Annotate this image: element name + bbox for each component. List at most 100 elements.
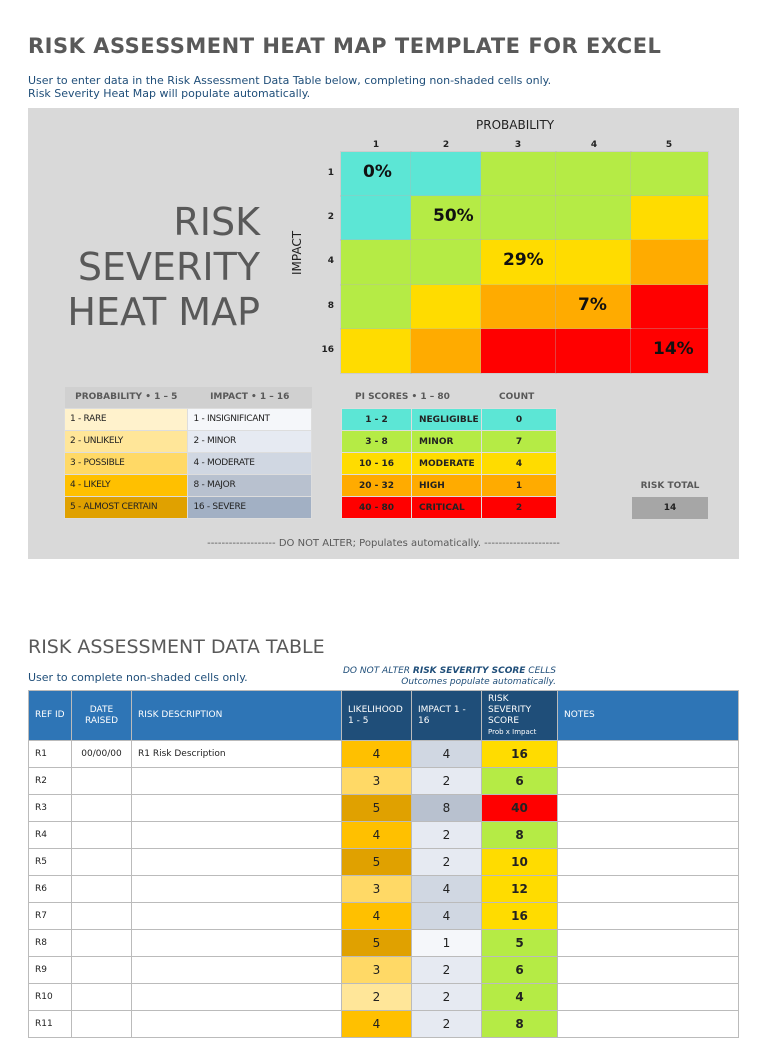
score-header-sub: Prob x Impact — [488, 727, 537, 736]
notes-cell[interactable] — [557, 1010, 739, 1038]
risk-description-cell[interactable] — [131, 983, 342, 1011]
impact-cell[interactable]: 4 — [411, 740, 482, 768]
probability-level: 1 - RARE — [63, 407, 189, 431]
notes-cell[interactable] — [557, 740, 739, 768]
heat-map-cell-minor — [555, 151, 632, 197]
impact-cell[interactable]: 2 — [411, 956, 482, 984]
heat-map-cell-high: 7% — [555, 284, 632, 330]
impact-cell[interactable]: 4 — [411, 902, 482, 930]
date-raised-cell[interactable] — [71, 848, 132, 876]
ref-id-cell[interactable]: R3 — [28, 794, 72, 822]
dna-bold: RISK SEVERITY SCORE — [412, 666, 526, 676]
likelihood-cell[interactable]: 3 — [341, 767, 412, 795]
risk-description-cell[interactable] — [131, 929, 342, 957]
data-table-note: User to complete non-shaded cells only. — [28, 671, 248, 684]
impact-cell[interactable]: 2 — [411, 1010, 482, 1038]
ref-id-cell[interactable]: R10 — [28, 983, 72, 1011]
notes-cell[interactable] — [557, 875, 739, 903]
ref-id-cell[interactable]: R11 — [28, 1010, 72, 1038]
impact-level: 16 - SEVERE — [187, 495, 312, 519]
notes-cell[interactable] — [557, 821, 739, 849]
likelihood-cell[interactable]: 2 — [341, 983, 412, 1011]
date-raised-cell[interactable] — [71, 902, 132, 930]
likelihood-cell[interactable]: 4 — [341, 740, 412, 768]
risk-description-cell[interactable] — [131, 902, 342, 930]
risk-description-cell[interactable] — [131, 1010, 342, 1038]
heat-map-cell-minor — [340, 239, 412, 286]
intro-line-1: User to enter data in the Risk Assessmen… — [28, 74, 552, 87]
header-notes: NOTES — [557, 690, 739, 741]
ref-id-cell[interactable]: R7 — [28, 902, 72, 930]
date-raised-cell[interactable] — [71, 794, 132, 822]
impact-axis-label: IMPACT — [290, 230, 304, 275]
probability-tick: 2 — [442, 140, 450, 150]
intro-line-2: Risk Severity Heat Map will populate aut… — [28, 87, 311, 100]
impact-cell[interactable]: 4 — [411, 875, 482, 903]
likelihood-cell[interactable]: 4 — [341, 902, 412, 930]
ref-id-cell[interactable]: R8 — [28, 929, 72, 957]
impact-cell[interactable]: 1 — [411, 929, 482, 957]
date-raised-cell[interactable] — [71, 956, 132, 984]
likelihood-cell[interactable]: 5 — [341, 929, 412, 957]
date-raised-cell[interactable] — [71, 929, 132, 957]
table-row: R7 4 4 16 — [28, 902, 739, 930]
ref-id-cell[interactable]: R4 — [28, 821, 72, 849]
risk-total-label: RISK TOTAL — [640, 481, 700, 491]
risk-description-cell[interactable] — [131, 848, 342, 876]
date-raised-cell[interactable] — [71, 1010, 132, 1038]
notes-cell[interactable] — [557, 956, 739, 984]
risk-severity-score-cell: 16 — [481, 740, 558, 768]
date-raised-cell[interactable] — [71, 821, 132, 849]
heat-map-cell-high — [480, 284, 557, 330]
likelihood-cell[interactable]: 3 — [341, 875, 412, 903]
table-row: R9 3 2 6 — [28, 956, 739, 984]
probability-axis-label: PROBABILITY — [476, 118, 555, 132]
notes-cell[interactable] — [557, 767, 739, 795]
probability-level: 4 - LIKELY — [63, 473, 189, 497]
ref-id-cell[interactable]: R9 — [28, 956, 72, 984]
notes-cell[interactable] — [557, 929, 739, 957]
probability-level: 2 - UNLIKELY — [63, 429, 189, 453]
risk-severity-score-cell: 8 — [481, 1010, 558, 1038]
heat-map-percentage: 29% — [503, 250, 544, 270]
impact-cell[interactable]: 8 — [411, 794, 482, 822]
heat-map-cell-critical — [480, 328, 557, 374]
risk-description-cell[interactable] — [131, 767, 342, 795]
impact-cell[interactable]: 2 — [411, 848, 482, 876]
heat-map-cell-moderate — [630, 195, 709, 241]
date-raised-cell[interactable] — [71, 875, 132, 903]
risk-description-cell[interactable] — [131, 821, 342, 849]
impact-cell[interactable]: 2 — [411, 821, 482, 849]
page-title: RISK ASSESSMENT HEAT MAP TEMPLATE FOR EX… — [28, 34, 662, 58]
heat-map-cell-negligible — [340, 195, 412, 241]
risk-description-cell[interactable]: R1 Risk Description — [131, 740, 342, 768]
likelihood-cell[interactable]: 3 — [341, 956, 412, 984]
legend-row: 5 - ALMOST CERTAIN 16 - SEVERE — [63, 495, 312, 519]
heat-map-cell-high — [630, 239, 709, 286]
heat-map-cell-negligible — [410, 151, 482, 197]
likelihood-cell[interactable]: 4 — [341, 1010, 412, 1038]
notes-cell[interactable] — [557, 902, 739, 930]
notes-cell[interactable] — [557, 983, 739, 1011]
likelihood-cell[interactable]: 4 — [341, 821, 412, 849]
date-raised-cell[interactable] — [71, 767, 132, 795]
impact-cell[interactable]: 2 — [411, 767, 482, 795]
date-raised-cell[interactable]: 00/00/00 — [71, 740, 132, 768]
date-raised-cell[interactable] — [71, 983, 132, 1011]
notes-cell[interactable] — [557, 848, 739, 876]
data-table-title: RISK ASSESSMENT DATA TABLE — [28, 636, 325, 658]
ref-id-cell[interactable]: R2 — [28, 767, 72, 795]
ref-id-cell[interactable]: R5 — [28, 848, 72, 876]
risk-description-cell[interactable] — [131, 956, 342, 984]
impact-cell[interactable]: 2 — [411, 983, 482, 1011]
notes-cell[interactable] — [557, 794, 739, 822]
risk-description-cell[interactable] — [131, 875, 342, 903]
ref-id-cell[interactable]: R1 — [28, 740, 72, 768]
likelihood-cell[interactable]: 5 — [341, 848, 412, 876]
impact-level: 1 - INSIGNIFICANT — [187, 407, 312, 431]
table-row: R3 5 8 40 — [28, 794, 739, 822]
likelihood-cell[interactable]: 5 — [341, 794, 412, 822]
ref-id-cell[interactable]: R6 — [28, 875, 72, 903]
risk-description-cell[interactable] — [131, 794, 342, 822]
legend-impact-header: IMPACT • 1 – 16 — [187, 387, 312, 408]
